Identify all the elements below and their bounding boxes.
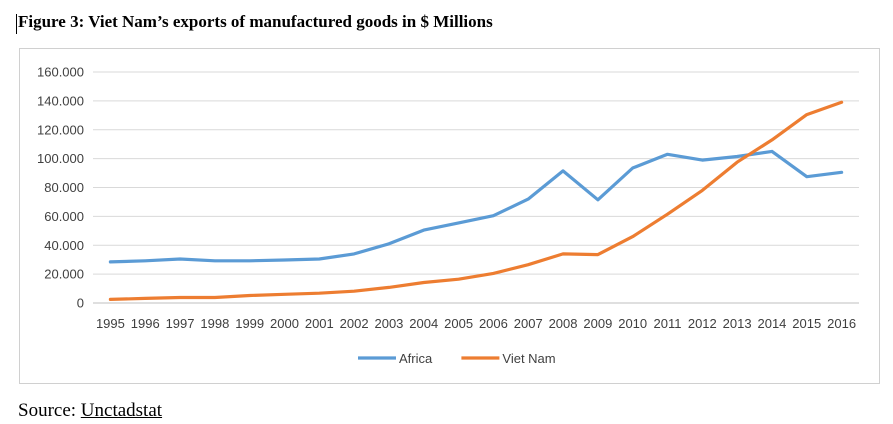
x-tick-label: 2003 bbox=[374, 316, 403, 331]
x-tick-label: 2006 bbox=[479, 316, 508, 331]
x-tick-label: 1995 bbox=[96, 316, 125, 331]
x-tick-label: 2002 bbox=[340, 316, 369, 331]
y-tick-label: 20.000 bbox=[44, 267, 84, 282]
y-tick-label: 140.000 bbox=[37, 93, 84, 108]
x-tick-label: 2013 bbox=[723, 316, 752, 331]
figure-title: Figure 3: Viet Nam’s exports of manufact… bbox=[18, 12, 493, 31]
y-tick-label: 120.000 bbox=[37, 122, 84, 137]
x-tick-label: 1998 bbox=[200, 316, 229, 331]
x-tick-label: 2005 bbox=[444, 316, 473, 331]
chart-frame[interactable]: 0 20.000 40.000 60.000 80.000 100.000 120.000 1… bbox=[19, 48, 880, 384]
source-line: Source: Unctadstat bbox=[18, 400, 162, 422]
x-tick-label: 2015 bbox=[792, 316, 821, 331]
source-name[interactable]: Unctadstat bbox=[80, 400, 163, 421]
x-tick-label: 2009 bbox=[583, 316, 612, 331]
x-tick-label: 2000 bbox=[270, 316, 299, 331]
x-tick-label: 1997 bbox=[166, 316, 195, 331]
x-tick-label: 2016 bbox=[827, 316, 856, 331]
y-tick-label: 40.000 bbox=[44, 238, 84, 253]
x-tick-label: 2007 bbox=[514, 316, 543, 331]
x-tick-label: 1996 bbox=[131, 316, 160, 331]
x-tick-label: 2012 bbox=[688, 316, 717, 331]
chart-legend: Africa Viet Nam bbox=[358, 351, 556, 366]
source-prefix: Source: bbox=[18, 400, 81, 421]
legend-label-africa: Africa bbox=[399, 351, 433, 366]
y-axis-tick-labels: 0 20.000 40.000 60.000 80.000 100.000 120.000 1… bbox=[37, 65, 84, 311]
x-tick-label: 2014 bbox=[757, 316, 786, 331]
x-tick-label: 2004 bbox=[409, 316, 438, 331]
y-tick-label: 100.000 bbox=[37, 151, 84, 166]
text-cursor bbox=[16, 14, 17, 34]
x-tick-label: 1999 bbox=[235, 316, 264, 331]
chart-gridlines bbox=[93, 71, 859, 304]
y-tick-label: 60.000 bbox=[44, 209, 84, 224]
x-tick-label: 2008 bbox=[549, 316, 578, 331]
y-tick-label: 0 bbox=[77, 296, 84, 311]
y-tick-label: 80.000 bbox=[44, 180, 84, 195]
x-axis-tick-labels: 1995 1996 1997 1998 1999 2000 2001 2002 2003 2004… bbox=[96, 316, 856, 331]
x-tick-label: 2011 bbox=[654, 316, 682, 331]
legend-label-viet-nam: Viet Nam bbox=[502, 351, 555, 366]
line-chart: 0 20.000 40.000 60.000 80.000 100.000 120.000 1… bbox=[37, 65, 859, 366]
series-line-viet-nam bbox=[108, 100, 844, 301]
x-tick-label: 2001 bbox=[305, 316, 334, 331]
y-tick-label: 160.000 bbox=[37, 65, 84, 80]
series-line-africa bbox=[108, 149, 844, 264]
series-lines bbox=[108, 100, 844, 301]
x-tick-label: 2010 bbox=[618, 316, 647, 331]
